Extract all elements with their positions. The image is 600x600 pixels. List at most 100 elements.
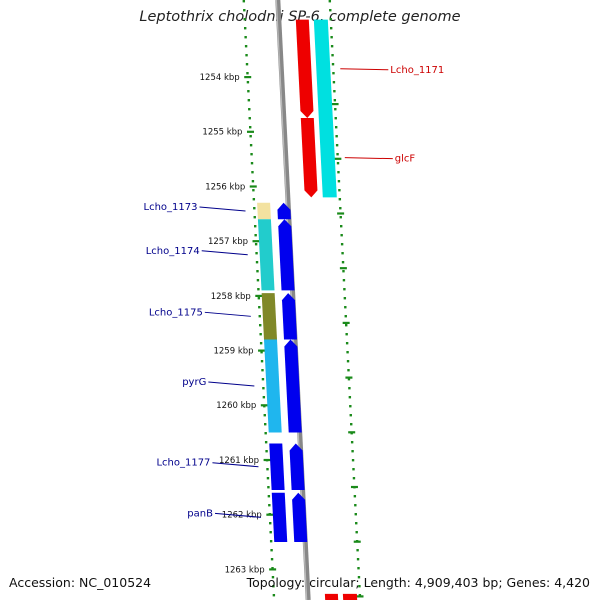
outer-dot [329, 27, 333, 30]
inner-dot [259, 324, 262, 327]
outer-dot [342, 270, 345, 273]
kbp-tick-label: 1255 kbp [202, 128, 242, 138]
inner-dot [260, 360, 264, 363]
inner-dot [250, 162, 254, 165]
outer-dot [347, 369, 350, 372]
gene-label: Lcho_1175 [149, 307, 203, 318]
outer-dot [354, 504, 357, 507]
inner-dot [261, 369, 264, 372]
outer-dot [336, 162, 340, 165]
kbp-tick-mark [244, 76, 252, 79]
outer-dot [345, 342, 349, 345]
outer-dot [342, 279, 346, 282]
inner-dot [261, 378, 265, 381]
inner-dot [248, 108, 251, 111]
gene-cog-band [318, 118, 337, 198]
outer-dot [344, 315, 347, 318]
inner-dot [245, 63, 249, 66]
inner-dot [252, 189, 255, 192]
kbp-tick-label: 1258 kbp [211, 292, 251, 302]
kbp-tick-mark [252, 240, 260, 243]
outer-dot [357, 576, 361, 579]
outer-dot [352, 468, 355, 471]
kbp-tick-label: 1260 kbp [216, 401, 256, 411]
outer-dot [329, 9, 332, 12]
kbp-tick-mark [266, 513, 274, 516]
outer-dot [358, 594, 362, 597]
outer-dot [358, 585, 361, 588]
inner-dot [244, 36, 247, 39]
inner-dot [249, 135, 252, 138]
inner-dot [255, 252, 258, 255]
outer-dot [335, 144, 339, 147]
inner-dot [250, 153, 253, 156]
inner-dot [253, 207, 256, 210]
inner-dot [258, 306, 261, 309]
gene-label-leader [344, 157, 393, 160]
gene-label-leader [199, 206, 246, 212]
outer-dot [337, 171, 340, 174]
kbp-tick-label: 1259 kbp [213, 347, 253, 357]
inner-dot [245, 54, 248, 57]
kbp-tick-mark [258, 349, 266, 352]
outer-dot [346, 351, 349, 354]
outer-dot [330, 45, 334, 48]
gene-arrow [289, 443, 305, 490]
outer-dot [349, 405, 352, 408]
gene-label: panB [187, 508, 213, 519]
gene-label-leader [208, 381, 255, 387]
inner-dot [242, 0, 246, 3]
inner-dot [248, 117, 251, 120]
inner-dot [271, 567, 274, 570]
outer-tick-mark [345, 376, 353, 379]
inner-dot [257, 297, 261, 300]
outer-dot [331, 63, 335, 66]
inner-dot [247, 90, 250, 93]
gene-label: Lcho_1173 [144, 202, 198, 213]
outer-dot [357, 567, 360, 570]
inner-dot [270, 549, 273, 552]
inner-dot [271, 576, 275, 579]
outer-dot [333, 99, 337, 102]
gene-arrow [282, 293, 298, 340]
outer-dot [339, 216, 342, 219]
outer-dot [354, 513, 357, 516]
gene-arrow [295, 19, 314, 119]
gene-arrow [278, 219, 295, 291]
outer-dot [348, 387, 351, 390]
outer-dot [328, 0, 332, 3]
outer-dot [340, 234, 343, 237]
inner-dot [269, 522, 272, 525]
inner-dot [249, 144, 253, 147]
inner-dot [269, 531, 272, 534]
gene-layer [257, 19, 358, 600]
inner-dot [268, 504, 271, 507]
inner-dot [264, 423, 267, 426]
outer-dot [338, 198, 342, 201]
gene-arrow [284, 339, 302, 433]
outer-dot [341, 252, 344, 255]
gene-cog-band [257, 219, 275, 291]
outer-tick-mark [339, 267, 347, 270]
outer-dot [335, 135, 338, 138]
outer-dot [355, 531, 358, 534]
outer-dot [347, 378, 351, 381]
inner-dot [263, 414, 266, 417]
gene-label: glcF [395, 154, 416, 165]
kbp-tick-label: 1254 kbp [200, 73, 240, 83]
inner-dot [244, 45, 248, 48]
accession-text: Accession: NC_010524 [9, 575, 152, 590]
outer-dot [352, 477, 356, 480]
outer-tick-mark [337, 212, 345, 215]
outer-dot [340, 243, 344, 246]
outer-dot [343, 297, 347, 300]
kbp-tick-mark [269, 568, 277, 571]
gene-cog-band [271, 492, 288, 542]
gene-label: Lcho_1177 [156, 458, 210, 469]
outer-dot [346, 360, 350, 363]
outer-dot [351, 450, 354, 453]
inner-dot [266, 468, 269, 471]
outer-tick-mark [334, 157, 342, 160]
inner-dot [272, 585, 275, 588]
inner-dot [254, 225, 257, 228]
